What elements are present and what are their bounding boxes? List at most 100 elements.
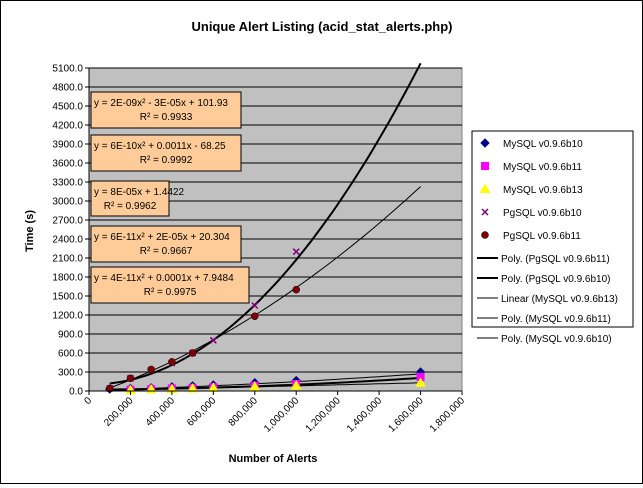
legend-marker <box>480 138 490 148</box>
y-tick-label: 3900.0 <box>52 140 83 151</box>
data-point-series-4 <box>292 285 300 294</box>
y-axis-title: Time (s) <box>24 210 36 252</box>
equation-box-background <box>90 225 242 263</box>
y-tick-label: 0.0 <box>69 387 83 398</box>
data-point-series-2 <box>290 380 302 390</box>
data-point-series-4 <box>105 384 114 393</box>
x-tick-label: 1,400,000 <box>345 395 385 435</box>
trendline-r-squared: R² = 0.9992 <box>140 155 193 166</box>
data-point-series-4 <box>147 365 155 374</box>
legend-entry: PgSQL v0.9.6b11 <box>481 231 581 242</box>
legend-label: Poly. (MySQL v0.9.6b11) <box>501 314 611 325</box>
x-tick-label: 800,000 <box>227 395 261 429</box>
x-axis-title: Number of Alerts <box>229 453 318 465</box>
x-tick-label: 400,000 <box>144 395 178 429</box>
legend-label: Poly. (PgSQL v0.9.6b10) <box>501 274 611 285</box>
trendline <box>109 62 422 385</box>
data-point-series-2 <box>249 381 261 391</box>
trendline-r-squared: R² = 0.9962 <box>104 201 157 212</box>
y-tick-label: 3000.0 <box>52 197 83 208</box>
x-tick-label: 200,000 <box>102 395 136 429</box>
y-tick-label: 900.0 <box>58 330 83 341</box>
trendline-equation: y = 4E-11x² + 0.0001x + 7.9484 <box>94 273 234 284</box>
legend-label: MySQL v0.9.6b10 <box>503 139 583 150</box>
data-point-series-2 <box>187 382 198 393</box>
legend-marker-stroke <box>481 208 489 216</box>
equation-box-background <box>90 91 242 129</box>
equation-box-background <box>90 134 242 172</box>
trendline <box>109 186 421 389</box>
chart-title: Unique Alert Listing (acid_stat_alerts.p… <box>191 19 452 34</box>
legend-marker <box>481 231 489 239</box>
y-tick-label: 2400.0 <box>52 235 83 246</box>
y-tick-label: 300.0 <box>58 368 83 379</box>
legend-marker <box>481 208 489 216</box>
data-point-series-4 <box>126 374 135 383</box>
y-tick-label: 5100.0 <box>52 64 83 75</box>
legend-marker <box>479 183 491 193</box>
trendline-equation: y = 8E-05x + 1.4422 <box>94 187 185 198</box>
x-tick-label: 1,200,000 <box>304 395 344 435</box>
trendline-equation-box: y = 2E-09x² - 3E-05x + 101.93 R² = 0.9933 <box>90 91 242 129</box>
x-tick-label: 600,000 <box>185 395 219 429</box>
legend-entry: Poly. (PgSQL v0.9.6b11) <box>477 254 610 265</box>
equation-box-background <box>90 180 170 217</box>
y-tick-label: 3300.0 <box>52 178 83 189</box>
trendline <box>109 373 421 391</box>
legend-entry: MySQL v0.9.6b11 <box>481 162 582 173</box>
x-tick-label: 0 <box>82 395 94 407</box>
legend-marker <box>481 162 489 170</box>
legend-label: PgSQL v0.9.6b11 <box>503 231 581 242</box>
legend-entry: MySQL v0.9.6b13 <box>479 183 583 196</box>
data-point-series-3-stroke <box>251 301 259 310</box>
legend-entry: Linear (MySQL v0.9.6b13) <box>477 294 618 305</box>
y-tick-label: 1500.0 <box>52 292 83 303</box>
y-tick-label: 3600.0 <box>52 159 83 170</box>
y-tick-label: 4500.0 <box>52 102 83 113</box>
data-point-series-4 <box>168 358 176 366</box>
trendline-equation: y = 6E-10x² + 0.0011x - 68.25 <box>94 141 226 152</box>
legend-label: Poly. (PgSQL v0.9.6b11) <box>501 254 610 265</box>
trendline-r-squared: R² = 0.9933 <box>140 112 193 123</box>
legend-entry: MySQL v0.9.6b10 <box>480 138 583 150</box>
trendline-equation-box: y = 8E-05x + 1.4422 R² = 0.9962 <box>90 180 185 217</box>
legend: MySQL v0.9.6b10 MySQL v0.9.6b11 MySQL v0.9… <box>477 138 618 345</box>
trendline-equation-box: y = 6E-10x² + 0.0011x - 68.25 R² = 0.9992 <box>90 134 242 172</box>
trendline-equation-box: y = 6E-11x² + 2E-05x + 20.304 R² = 0.9667 <box>90 225 242 263</box>
legend-label: Poly. (MySQL v0.9.6b10) <box>501 334 612 345</box>
trendline-equation-box: y = 4E-11x² + 0.0001x + 7.9484 R² = 0.997… <box>90 266 250 304</box>
legend-entry: Poly. (PgSQL v0.9.6b10) <box>477 274 611 285</box>
x-tick-label: 1,800,000 <box>428 395 468 435</box>
equation-box-background <box>90 266 250 304</box>
trendline-r-squared: R² = 0.9975 <box>144 287 197 298</box>
trendline-equation: y = 6E-11x² + 2E-05x + 20.304 <box>94 232 230 243</box>
trendline-r-squared: R² = 0.9667 <box>140 246 193 257</box>
legend-label: MySQL v0.9.6b11 <box>503 162 582 173</box>
y-tick-label: 2700.0 <box>52 216 83 227</box>
y-tick-label: 1800.0 <box>52 273 83 284</box>
y-tick-label: 4200.0 <box>52 121 83 132</box>
data-points <box>105 248 426 395</box>
y-axis-ticks: 0.0 300.0 600.0 900.0 1200.0 1500.0 1800.0 2100… <box>52 64 89 398</box>
legend-box <box>471 130 634 328</box>
trendlines <box>109 62 422 391</box>
y-tick-label: 2100.0 <box>52 254 83 265</box>
trendline <box>109 382 421 391</box>
data-point-series-3 <box>209 336 217 344</box>
data-point-series-3-stroke <box>292 248 300 256</box>
trendline-equations: y = 2E-09x² - 3E-05x + 101.93 R² = 0.9933… <box>90 91 250 304</box>
y-tick-label: 4800.0 <box>52 83 83 94</box>
x-axis-ticks: 0 200,000 400,000 600,000 800,000 1,000,000 1,… <box>82 391 467 435</box>
data-point-series-2 <box>415 377 426 387</box>
y-tick-label: 1200.0 <box>52 311 83 322</box>
legend-entry: PgSQL v0.9.6b10 <box>481 208 582 219</box>
data-point-series-3 <box>251 301 259 310</box>
data-point-series-4 <box>188 349 197 357</box>
data-point-series-4 <box>251 312 259 321</box>
y-tick-label: 600.0 <box>58 349 83 360</box>
trendline-equation: y = 2E-09x² - 3E-05x + 101.93 <box>94 98 228 109</box>
x-tick-label: 1,000,000 <box>262 395 302 435</box>
legend-entry: Poly. (MySQL v0.9.6b11) <box>477 314 611 325</box>
